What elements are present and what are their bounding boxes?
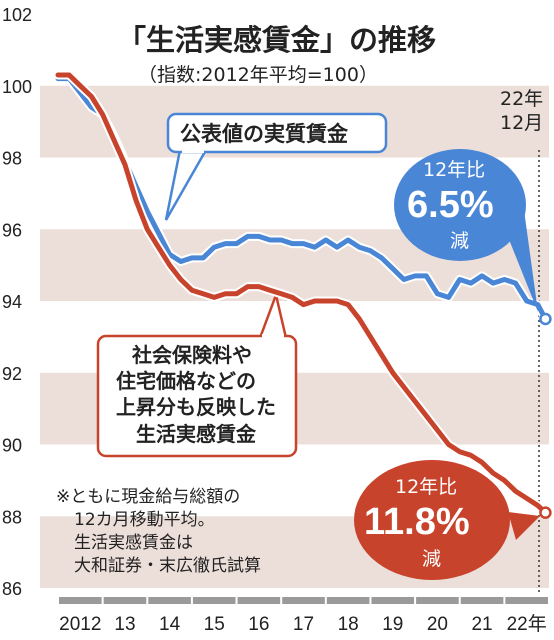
x-tick-label: 13 xyxy=(114,614,135,635)
red-bubble-suffix: 減 xyxy=(422,548,441,570)
note-line-4: 大和証券・末広徹氏試算 xyxy=(74,556,261,576)
note-line-1: ※ともに現金給与総額の xyxy=(56,487,240,507)
red-bubble-value: 11.8% xyxy=(364,501,470,543)
blue-series-label: 公表値の実質賃金 xyxy=(180,122,349,146)
end-marker-label-year: 22年 xyxy=(500,88,543,110)
x-tick-label: 14 xyxy=(159,614,181,635)
x-tick-label: 17 xyxy=(293,614,314,635)
official-real-wage-end-point xyxy=(539,312,552,326)
y-tick-label: 100 xyxy=(2,77,32,97)
red-pointer-cover xyxy=(262,334,284,338)
blue-bubble xyxy=(394,149,526,261)
chart-subtitle: （指数:2012年平均=100） xyxy=(138,64,378,86)
note-line-2: 12カ月移動平均。 xyxy=(74,510,215,530)
x-tick-label: 2012 xyxy=(59,614,101,635)
red-label-line-3: 上昇分も反映した xyxy=(116,395,276,419)
red-label-line-2: 住宅価格などの xyxy=(116,369,256,393)
red-bubble xyxy=(354,460,510,580)
x-axis-segment xyxy=(59,597,102,604)
series-lines xyxy=(53,70,552,519)
y-tick-label: 96 xyxy=(2,220,22,240)
y-tick-label: 88 xyxy=(2,507,22,527)
chart-title: 「生活実感賃金」の推移 xyxy=(117,23,436,57)
red-label-line-1: 社会保険料や xyxy=(131,343,252,367)
blue-bubble-suffix: 減 xyxy=(450,230,469,252)
red-label-box xyxy=(96,334,298,458)
x-axis-segment xyxy=(148,597,191,604)
x-axis: 2012 13 14 15 16 17 18 19 20 21 22年 xyxy=(59,597,548,635)
end-marker-label-month: 12月 xyxy=(500,112,543,134)
blue-label-box xyxy=(166,112,388,154)
x-axis-segment xyxy=(416,597,459,604)
y-tick-label: 98 xyxy=(2,149,22,169)
x-axis-segment xyxy=(192,597,236,604)
x-axis-segment xyxy=(371,597,415,604)
living-real-wage-line xyxy=(55,72,548,516)
y-tick-label: 90 xyxy=(2,436,22,456)
blue-bubble-caption: 12年比 xyxy=(423,159,485,181)
official-real-wage-line xyxy=(55,76,548,322)
x-axis-segment xyxy=(505,597,548,604)
red-label-pointer xyxy=(258,290,288,340)
x-tick-label: 22年 xyxy=(507,613,547,635)
x-axis-segment xyxy=(103,597,147,604)
x-tick-label: 19 xyxy=(382,614,403,635)
red-bubble-caption: 12年比 xyxy=(395,476,457,498)
x-tick-label: 18 xyxy=(338,614,359,635)
x-tick-label: 20 xyxy=(427,614,448,635)
x-tick-label: 15 xyxy=(204,614,225,635)
blue-bubble-value: 6.5% xyxy=(407,184,494,226)
blue-label-pointer xyxy=(164,148,209,221)
x-axis-segment xyxy=(282,597,325,604)
y-tick-label: 86 xyxy=(2,579,22,599)
y-tick-label: 102 xyxy=(2,5,32,25)
y-tick-label: 92 xyxy=(2,364,22,384)
note-line-3: 生活実感賃金は xyxy=(74,533,193,553)
x-tick-label: 16 xyxy=(248,614,269,635)
blue-pointer-cover xyxy=(182,149,204,153)
y-tick-label: 94 xyxy=(2,292,22,312)
x-tick-label: 21 xyxy=(471,614,492,635)
living-real-wage-end-point xyxy=(539,506,552,519)
red-bubble-tail xyxy=(508,512,540,540)
x-axis-segment xyxy=(237,597,281,604)
red-label-line-4: 生活実感賃金 xyxy=(136,422,257,446)
y-axis-ticks: 102 100 98 96 94 92 90 88 86 xyxy=(2,5,32,599)
x-axis-segment xyxy=(326,597,370,604)
x-axis-segment xyxy=(460,597,504,604)
